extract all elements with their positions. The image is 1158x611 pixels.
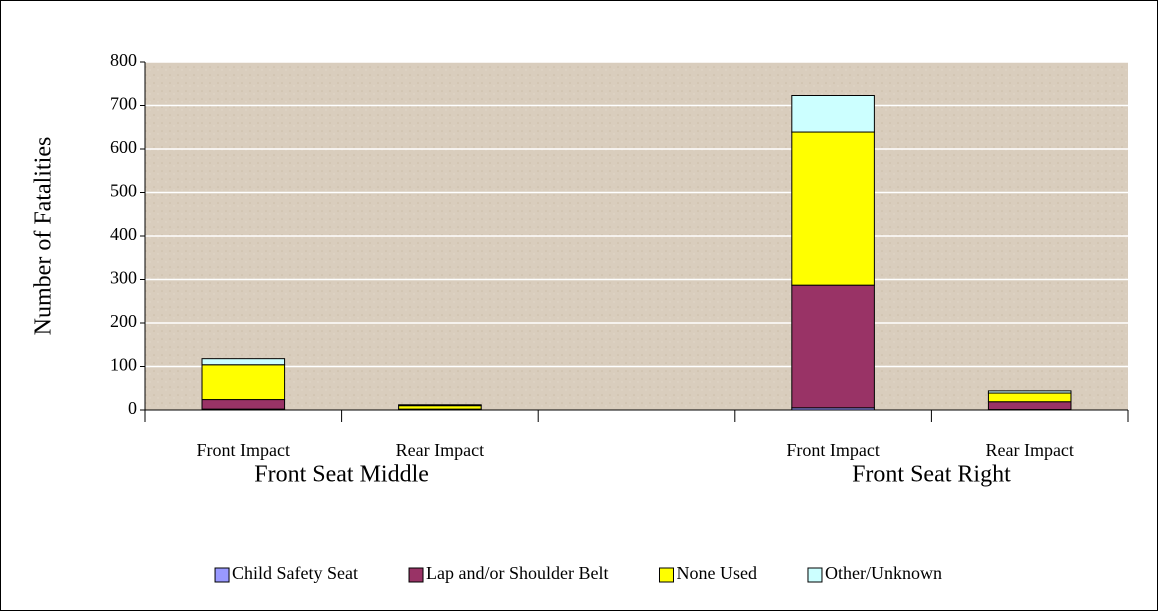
y-tick-label: 500 [110,181,137,201]
legend-swatch [214,567,230,583]
y-tick-label: 700 [110,94,137,114]
y-tick-label: 600 [110,137,137,157]
bar-segment [791,94,875,133]
bar-segment [987,392,1072,403]
bar-segment [987,401,1072,411]
bar-segment [201,364,286,401]
x-tick-label: Rear Impact [985,440,1073,460]
bar-segment [987,390,1072,394]
group-label: Front Seat Right [852,462,1011,488]
y-tick-label: 100 [110,355,137,375]
legend-label: Child Safety Seat [232,563,358,583]
y-tick-label: 300 [110,268,137,288]
legend-label: Lap and/or Shoulder Belt [426,563,608,583]
bar-segment [398,404,482,407]
bar-segment [791,131,875,286]
x-tick-label: Front Impact [786,440,879,460]
legend-label: Other/Unknown [825,563,942,583]
y-tick-label: 200 [110,311,137,331]
y-tick-label: 800 [110,50,137,70]
bar-segment [791,284,875,409]
group-label: Front Seat Middle [254,462,429,488]
legend-label: None Used [676,563,756,583]
y-axis-label: Number of Fatalities [31,137,57,336]
bar-segment [201,358,286,366]
bar-segment [398,405,482,410]
x-tick-label: Rear Impact [396,440,484,460]
y-tick-label: 0 [128,398,137,418]
legend-swatch [807,567,823,583]
bar-segment [201,399,286,410]
y-tick-label: 400 [110,224,137,244]
legend-swatch [658,567,674,583]
legend-swatch [408,567,424,583]
x-tick-label: Front Impact [197,440,290,460]
